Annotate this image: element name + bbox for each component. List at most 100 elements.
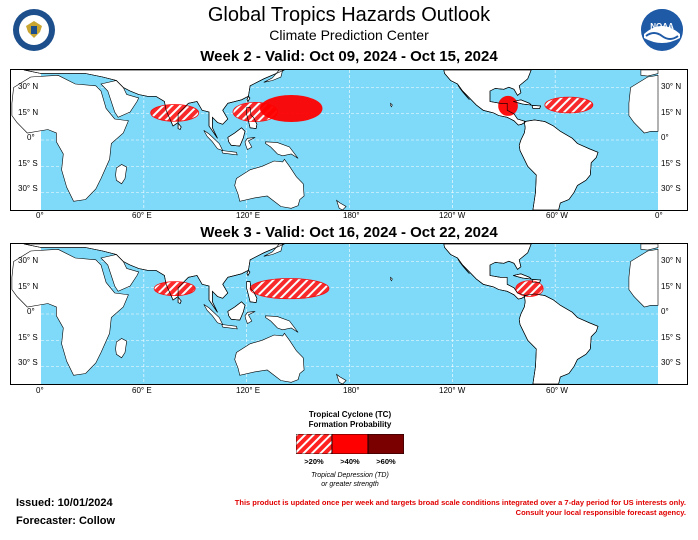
land-australia xyxy=(234,158,305,209)
w3-lat-left-30s: 30° S xyxy=(18,358,38,367)
legend-note-line1: Tropical Depression (TD) xyxy=(311,472,389,479)
land-madagascar xyxy=(115,338,128,359)
w2-lon-0-right: 0° xyxy=(655,211,663,220)
w2-lat-right-15n: 15° N xyxy=(661,108,682,117)
w3-lat-right-30s: 30° S xyxy=(661,358,681,367)
doc-seal-icon xyxy=(12,8,56,52)
coastline-philippines xyxy=(246,281,258,303)
coastline-borneo xyxy=(227,301,246,321)
land-new-guinea xyxy=(265,141,299,159)
w2-lat-left-30s: 30° S xyxy=(18,184,38,193)
land-hawaii xyxy=(389,276,393,282)
coastline-eurasia xyxy=(23,70,285,139)
land-africa xyxy=(11,248,129,376)
legend-note-line2: or greater strength xyxy=(321,481,379,488)
land-sulawesi xyxy=(244,137,256,151)
page-title: Global Tropics Hazards Outlook xyxy=(207,4,491,26)
legend-swatch-20 xyxy=(295,433,333,455)
w2-lat-right-0: 0° xyxy=(661,133,669,142)
w3-lon-180: 180° xyxy=(343,386,360,395)
land-japan xyxy=(263,70,284,83)
hazard-gulf-of-mexico-40 xyxy=(498,95,518,116)
land-sumatra xyxy=(203,130,224,152)
w3-lat-left-30n: 30° N xyxy=(18,256,39,265)
w2-lon-60w: 60° W xyxy=(546,211,568,220)
w3-lon-0: 0° xyxy=(36,386,44,395)
w3-lat-left-15n: 15° N xyxy=(18,282,39,291)
legend-title-line2: Formation Probability xyxy=(308,420,392,429)
land-africa-east-wrap xyxy=(628,248,659,308)
w2-lat-right-30n: 30° N xyxy=(661,82,682,91)
w3-lon-120e: 120° E xyxy=(236,386,261,395)
w3-lat-right-15s: 15° S xyxy=(661,333,681,342)
noaa-logo-icon: NOAA xyxy=(640,8,684,52)
legend-swatches xyxy=(295,433,405,459)
w2-lat-left-15s: 15° S xyxy=(18,159,38,168)
land-iberia xyxy=(640,244,659,251)
hazard-arabian-sea-bay-of-bengal xyxy=(153,281,196,297)
land-iberia xyxy=(640,70,659,77)
hazard-caribbean xyxy=(515,280,544,297)
w2-lat-right-15s: 15° S xyxy=(661,159,681,168)
legend-label-40: >40% xyxy=(340,457,360,466)
disclaimer-line2: Consult your local responsible forecast … xyxy=(515,508,686,517)
w3-lon-60e: 60° E xyxy=(132,386,152,395)
land-new-zealand xyxy=(336,199,347,210)
w2-lon-60e: 60° E xyxy=(132,211,152,220)
coastline-north-america xyxy=(443,70,532,126)
hazard-west-pacific-40 xyxy=(259,94,323,123)
legend-note: Tropical Depression (TD) or greater stre… xyxy=(270,471,430,489)
coastline-sri-lanka xyxy=(177,296,182,304)
coastline-hispaniola xyxy=(531,279,542,283)
w2-lat-left-15n: 15° N xyxy=(18,108,39,117)
w3-lat-left-15s: 15° S xyxy=(18,333,38,342)
week2-map xyxy=(10,69,688,211)
w3-lat-right-15n: 15° N xyxy=(661,282,682,291)
page-subtitle: Climate Prediction Center xyxy=(269,27,429,43)
coastline-south-america xyxy=(518,293,599,384)
w2-lon-120w: 120° W xyxy=(439,211,466,220)
noaa-logo-text: NOAA xyxy=(650,22,674,31)
forecaster: Forecaster: Collow xyxy=(16,515,116,527)
hazard-arabian-sea-bay-of-bengal xyxy=(150,104,200,122)
coastline-taiwan xyxy=(246,95,251,103)
w3-lat-right-0: 0° xyxy=(661,307,669,316)
land-new-zealand xyxy=(336,373,347,384)
coastline-hispaniola xyxy=(531,105,542,109)
legend-swatch-60 xyxy=(367,433,405,455)
coastline-north-america xyxy=(443,244,532,300)
land-australia xyxy=(234,332,305,383)
land-new-guinea xyxy=(265,315,299,333)
coastline-cuba xyxy=(513,99,533,106)
legend-swatch-40 xyxy=(331,433,369,455)
land-sulawesi xyxy=(244,311,256,325)
w2-lat-left-0: 0° xyxy=(27,133,35,142)
legend-label-20: >20% xyxy=(304,457,324,466)
coastline-cuba xyxy=(513,273,533,280)
land-hawaii xyxy=(389,102,393,108)
coastline-borneo xyxy=(227,127,246,147)
w3-lon-60w: 60° W xyxy=(546,386,568,395)
land-java xyxy=(221,324,238,330)
week3-title: Week 3 - Valid: Oct 16, 2024 - Oct 22, 2… xyxy=(200,224,498,241)
disclaimer-line1: This product is updated once per week an… xyxy=(234,498,686,507)
w3-lon-120w: 120° W xyxy=(439,386,466,395)
land-africa xyxy=(11,74,129,202)
coastline-taiwan xyxy=(246,269,251,277)
w2-lon-0: 0° xyxy=(36,211,44,220)
hazard-atlantic xyxy=(544,96,594,114)
w2-lat-left-30n: 30° N xyxy=(18,82,39,91)
w2-lon-180: 180° xyxy=(343,211,360,220)
w3-lat-left-0: 0° xyxy=(27,307,35,316)
issued-date: Issued: 10/01/2024 xyxy=(16,497,113,509)
land-java xyxy=(221,150,238,156)
legend-title-line1: Tropical Cyclone (TC) xyxy=(308,410,392,419)
w2-lat-right-30s: 30° S xyxy=(661,184,681,193)
coastline-south-america xyxy=(518,119,599,210)
hazard-west-pacific xyxy=(249,278,330,300)
land-madagascar xyxy=(115,164,128,185)
land-sumatra xyxy=(203,304,224,326)
land-japan xyxy=(263,244,284,257)
legend-label-60: >60% xyxy=(376,457,396,466)
w2-lon-120e: 120° E xyxy=(236,211,261,220)
